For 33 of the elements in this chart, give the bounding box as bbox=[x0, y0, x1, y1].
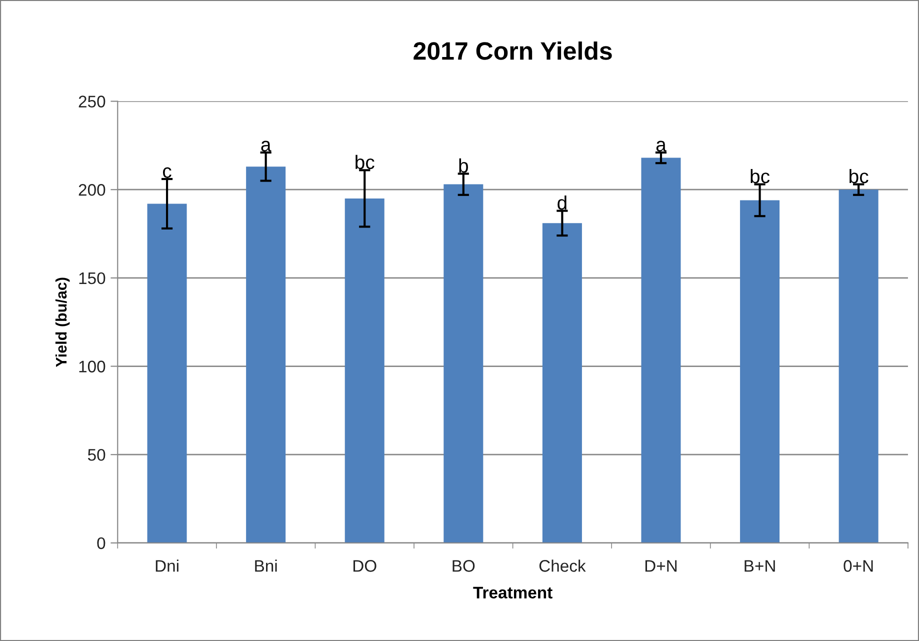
bar bbox=[444, 184, 484, 543]
annotation: bc bbox=[750, 168, 770, 184]
x-axis-title: Treatment bbox=[473, 586, 552, 598]
x-tick-label: Check bbox=[539, 560, 586, 572]
x-tick-label: 0+N bbox=[844, 560, 873, 572]
annotation: c bbox=[162, 167, 172, 178]
bar bbox=[838, 190, 878, 543]
annotation: bc bbox=[356, 154, 374, 170]
x-tick-label: Bni bbox=[255, 560, 277, 572]
y-axis-title: Yield (bu/ac) bbox=[55, 278, 70, 367]
bar bbox=[246, 166, 286, 543]
y-tick-label: 0 bbox=[97, 537, 106, 550]
y-tick-label: 250 bbox=[78, 96, 106, 108]
annotation: b bbox=[459, 158, 468, 173]
annotation: d bbox=[558, 195, 566, 210]
chart-title: 2017 Corn Yields bbox=[414, 41, 612, 60]
x-tick-label: B+N bbox=[744, 560, 775, 572]
annotation: a bbox=[656, 140, 666, 152]
y-tick-label: 150 bbox=[79, 272, 106, 284]
x-tick-label: DO bbox=[353, 560, 376, 572]
y-tick-label: 100 bbox=[79, 360, 106, 372]
bar bbox=[542, 223, 582, 543]
bar bbox=[344, 198, 384, 543]
x-tick-label: BO bbox=[452, 560, 475, 572]
bar bbox=[641, 158, 681, 543]
y-tick-label: 50 bbox=[88, 449, 106, 461]
bar bbox=[147, 204, 187, 543]
annotation: bc bbox=[850, 168, 868, 184]
x-tick-label: Dni bbox=[156, 560, 178, 572]
annotation: a bbox=[261, 140, 272, 152]
bar bbox=[740, 200, 780, 543]
y-tick-label: 200 bbox=[78, 184, 106, 196]
x-tick-label: D+N bbox=[645, 560, 677, 572]
